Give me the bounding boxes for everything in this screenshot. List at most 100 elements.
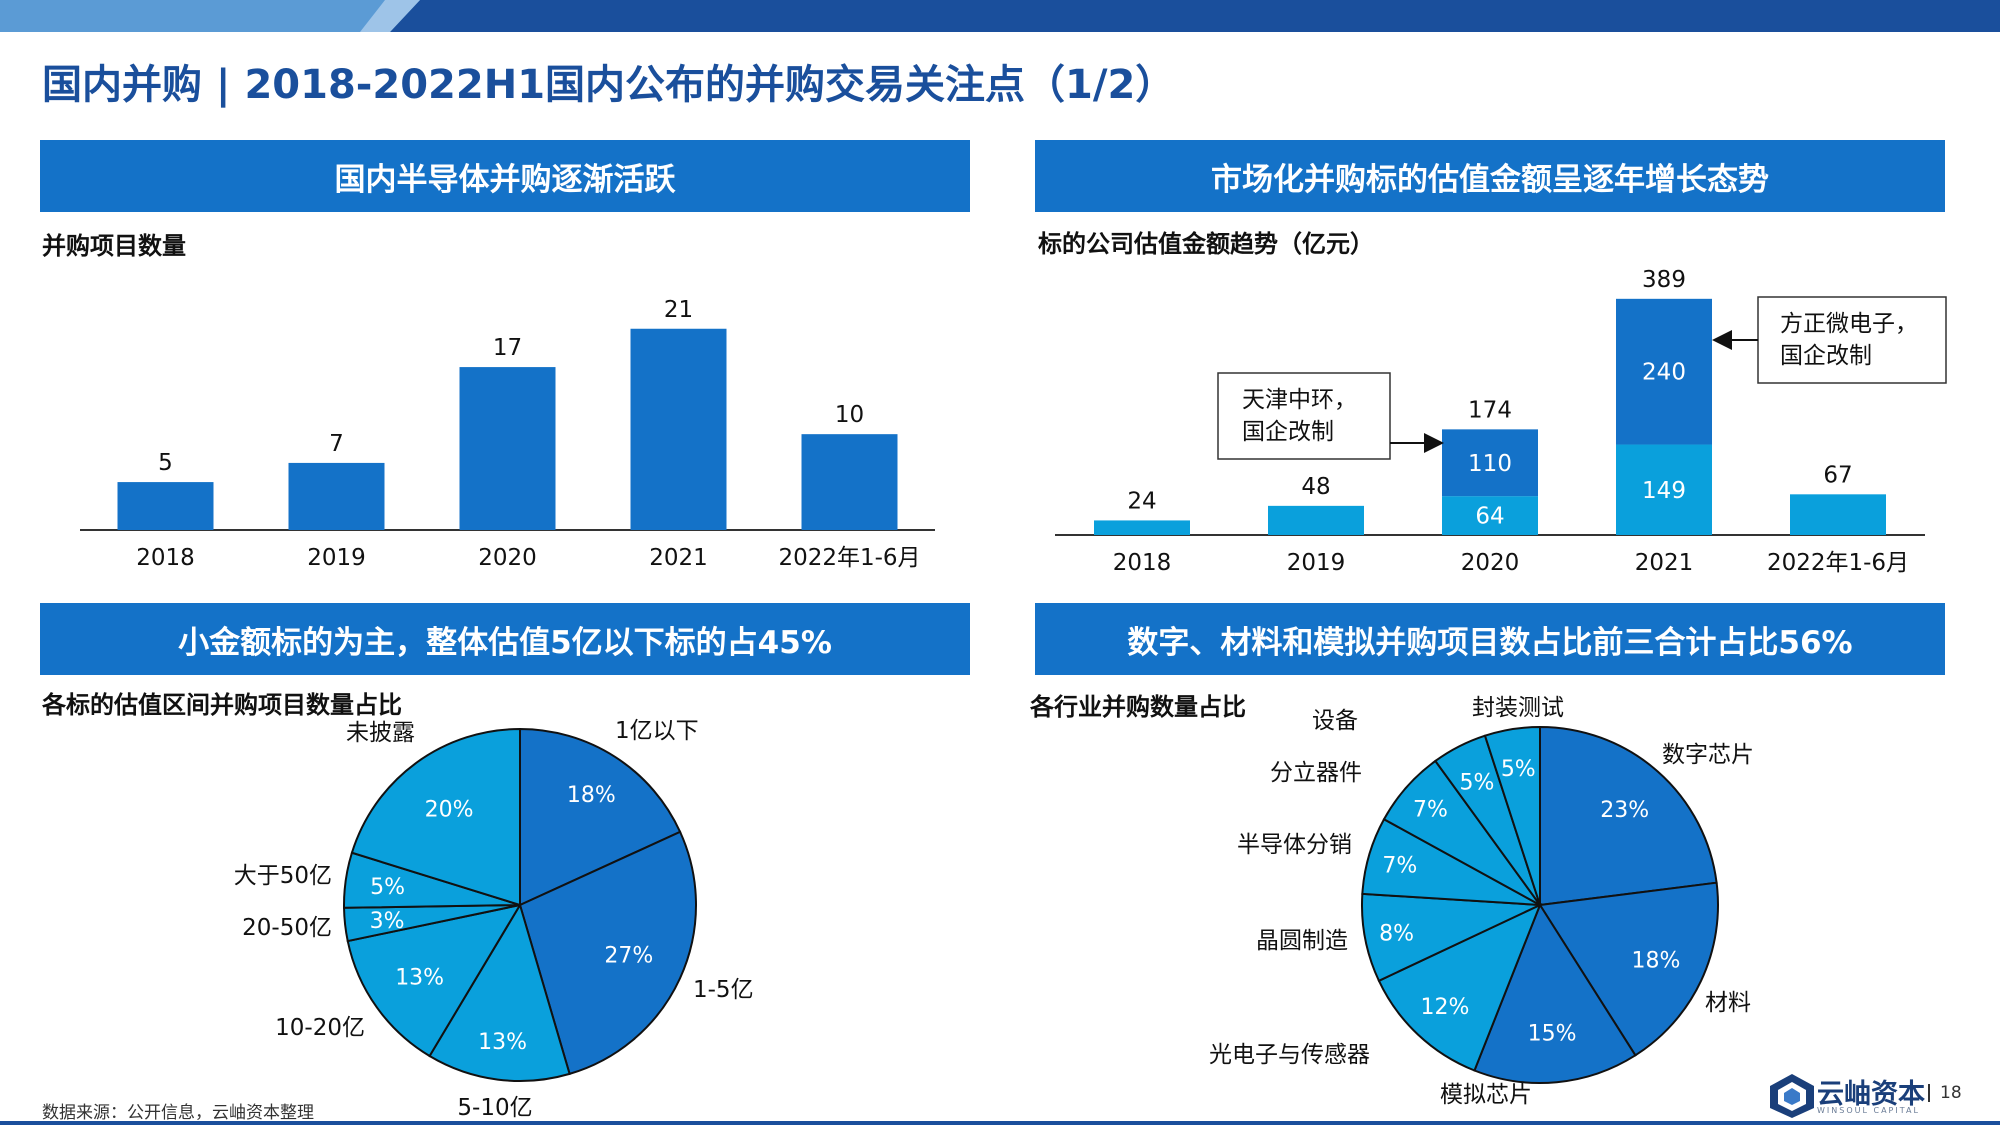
callout-text: 天津中环， [1242,387,1357,413]
valuation-range-pie-chart: 18% 1亿以下 27% 1-5亿 13% 5-10亿 13% 10-20亿 3% 20-50亿 5… [234,718,754,1121]
pie-slice-10-20亿 [346,903,523,1058]
x-tick-label: 2021 [1635,550,1694,576]
bar-2020 [459,367,556,530]
data-source-note: 数据来源：公开信息，云岫资本整理 [42,1103,314,1123]
pie-category-label: 分立器件 [1270,760,1362,786]
pie-percent-label: 13% [478,1030,527,1055]
x-tick-label: 2022年1-6月 [778,545,920,571]
pie-percent-label: 18% [567,783,616,808]
pie-category-label: 光电子与传感器 [1209,1042,1370,1068]
pie-category-label: 10-20亿 [275,1015,365,1041]
segment-label: 64 [1475,504,1504,530]
bar-segment-2019-0 [1268,505,1364,535]
logo-text: 云岫资本 [1817,1079,1925,1110]
x-tick-label: 2019 [1287,550,1346,576]
pie-percent-label: 27% [604,944,653,969]
page-number: 18 [1928,1084,1962,1102]
total-label: 67 [1823,462,1852,488]
pie-percent-label: 7% [1413,797,1448,822]
pie-category-label: 未披露 [346,720,415,746]
subtitle-valuation-range-share: 各标的估值区间并购项目数量占比 [42,691,402,719]
pie-slice-晶圆制造 [1361,892,1541,983]
bar-segment-2021-0 [1616,444,1712,535]
bar-segment-2022年1-6月-0 [1790,494,1886,535]
bar-segment-2021-1 [1616,298,1712,445]
pie-slice-材料 [1538,881,1719,1057]
pie-percent-label: 18% [1632,949,1681,974]
data-label: 21 [664,297,693,323]
x-tick-label: 2020 [478,545,537,571]
pie-percent-label: 5% [1460,770,1495,795]
pie-percent-label: 13% [395,965,444,990]
x-tick-label: 2021 [649,545,708,571]
data-label: 10 [835,402,864,428]
data-label: 17 [493,335,522,361]
logo-english: WINSOUL CAPITAL [1817,1106,1920,1115]
pie-percent-label: 5% [1501,757,1536,782]
bar-2018 [117,482,214,530]
callout-text: 国企改制 [1242,419,1334,445]
pie-category-label: 晶圆制造 [1256,928,1348,954]
page-title: 国内并购 | 2018-2022H1国内公布的并购交易关注点（1/2） [42,62,1176,108]
pie-slice-封装测试 [1483,725,1541,906]
callout-box-founder [1757,296,1947,384]
pie-percent-label: 3% [370,909,405,934]
pie-category-label: 1-5亿 [693,977,754,1003]
pie-slice-5-10亿 [428,902,571,1082]
pie-percent-label: 23% [1600,798,1649,823]
pie-percent-label: 8% [1379,921,1414,946]
winsoul-logo-icon [1770,1074,1814,1118]
pie-category-label: 设备 [1312,708,1358,734]
pie-slice-数字芯片 [1539,725,1718,907]
top-decor-band [0,0,2000,32]
total-label: 24 [1127,488,1156,514]
bar-segment-2018-0 [1094,520,1190,535]
pie-slice-未披露 [350,727,521,907]
bar-2022年1-6月 [801,434,898,530]
total-label: 48 [1301,474,1330,500]
pie-percent-label: 12% [1421,995,1470,1020]
pie-category-label: 封装测试 [1472,695,1564,721]
segment-label: 110 [1468,451,1512,477]
subtitle-valuation-trend: 标的公司估值金额趋势（亿元） [1038,230,1374,258]
banner-small-deals: 小金额标的为主，整体估值5亿以下标的占45% [40,603,970,675]
pie-category-label: 1亿以下 [615,718,699,744]
pie-slice-1亿以下 [519,727,682,907]
pie-slice-光电子与传感器 [1377,903,1542,1072]
pie-category-label: 半导体分销 [1237,832,1352,858]
bar-2021 [630,328,727,530]
x-tick-label: 2018 [1113,550,1172,576]
total-label: 389 [1642,267,1686,293]
pie-category-label: 大于50亿 [234,863,332,889]
pie-category-label: 5-10亿 [457,1095,532,1121]
subtitle-sector-share: 各行业并购数量占比 [1030,693,1246,721]
pie-slice-模拟芯片 [1473,902,1637,1084]
x-tick-label: 2022年1-6月 [1767,550,1909,576]
segment-label: 240 [1642,360,1686,386]
pie-category-label: 数字芯片 [1662,742,1754,768]
valuation-stacked-bar-chart: 24 2018 48 2019 64 110 174 2020 149 240 389 2021 67 2… [1055,267,1947,576]
banner-semiconductor-ma: 国内半导体并购逐渐活跃 [40,140,970,212]
banner-sector-top3: 数字、材料和模拟并购项目数占比前三合计占比56% [1035,603,1945,675]
callout-text: 方正微电子， [1780,311,1918,337]
x-tick-label: 2019 [307,545,366,571]
callout-text: 国企改制 [1780,343,1872,369]
banner-valuation-growth: 市场化并购标的估值金额呈逐年增长态势 [1035,140,1945,212]
data-label: 7 [329,431,344,457]
pie-percent-label: 15% [1528,1022,1577,1047]
subtitle-ma-count: 并购项目数量 [42,232,186,260]
pie-category-label: 模拟芯片 [1440,1082,1532,1108]
pie-slice-1-5亿 [518,830,697,1076]
pie-percent-label: 7% [1382,853,1417,878]
pie-category-label: 材料 [1705,990,1751,1016]
x-tick-label: 2020 [1461,550,1520,576]
data-label: 5 [158,450,173,476]
total-label: 174 [1468,397,1512,423]
sector-share-pie-chart: 23% 数字芯片 18% 材料 15% 模拟芯片 12% 光电子与传感器 8% 晶圆制造 7% 半导体… [1209,695,1754,1108]
bar-segment-2020-0 [1442,496,1538,535]
bottom-rule [0,1121,2000,1125]
pie-percent-label: 20% [425,798,474,823]
segment-label: 149 [1642,478,1686,504]
bar-2019 [288,462,385,530]
x-tick-label: 2018 [136,545,195,571]
